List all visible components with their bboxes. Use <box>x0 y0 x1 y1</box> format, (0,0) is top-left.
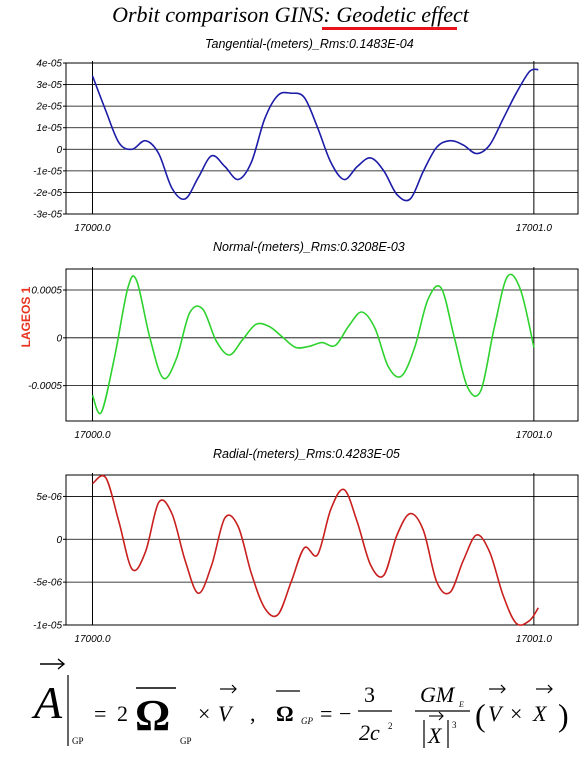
formula-sub-gp-2: GP <box>180 736 192 746</box>
y-tick-label-tangential-3: 1e-05 <box>36 123 62 134</box>
y-tick-label-radial-2: -5e-06 <box>33 578 62 589</box>
x-tick-label-radial-0: 17000.0 <box>74 634 111 645</box>
y-tick-label-tangential-4: 0 <box>56 145 62 156</box>
y-tick-label-radial-3: -1e-05 <box>33 621 62 632</box>
formula-rparen: ) <box>558 697 569 733</box>
series-line-tangential <box>91 68 539 202</box>
y-tick-label-radial-1: 0 <box>56 535 62 546</box>
title-underline <box>322 27 457 30</box>
formula-sub-gp-3: GP <box>301 716 313 726</box>
page-title-prefix: Orbit comparison GINS: <box>112 2 337 27</box>
chart-normal: 0.0005 0 -0.0005 17000.0 17001.0 <box>28 267 579 441</box>
y-tick-label-normal-0: 0.0005 <box>31 286 62 297</box>
plot-frame-radial <box>65 474 579 626</box>
y-tick-label-tangential-1: 3e-05 <box>36 80 62 91</box>
series-line-radial <box>92 474 539 626</box>
y-tick-label-radial-0: 5e-06 <box>36 492 62 503</box>
formula-minus: − <box>339 701 351 726</box>
formula-omega-2: Ω <box>276 701 294 726</box>
formula-v-1: V <box>218 701 234 726</box>
formula-gm: GM <box>420 682 456 707</box>
formula-v-2: V <box>488 701 504 726</box>
x-tick-label-tangential-0: 17000.0 <box>74 223 111 234</box>
formula-omega: Ω <box>135 691 170 740</box>
y-tick-label-tangential-7: -3e-05 <box>33 210 62 221</box>
formula-two-c: 2c <box>359 720 380 745</box>
formula-times-1: × <box>198 701 210 726</box>
x-tick-label-radial-1: 17001.0 <box>516 634 553 645</box>
formula-sub-e: E <box>458 700 464 709</box>
formula-c-exp: 2 <box>388 721 393 731</box>
formula-eq-1: = <box>94 701 106 726</box>
chart-title-normal: Normal-(meters)_Rms:0.3208E-03 <box>213 240 405 254</box>
formula-lparen: ( <box>475 697 486 733</box>
formula-three: 3 <box>364 682 375 707</box>
chart-title-tangential: Tangential-(meters)_Rms:0.1483E-04 <box>205 37 414 51</box>
formula-sub-gp-1: GP <box>72 736 84 746</box>
y-tick-label-normal-1: 0 <box>56 333 62 344</box>
charts-canvas: 4e-05 3e-05 2e-05 1e-05 0 -1e-05 -2e-05 -3e-05 1… <box>28 59 579 645</box>
formula-x-denom: X <box>427 723 443 748</box>
y-tick-label-normal-2: -0.0005 <box>28 381 62 392</box>
formula-comma: , <box>250 701 256 726</box>
x-tick-label-tangential-1: 17001.0 <box>516 223 553 234</box>
series-line-normal <box>91 273 535 415</box>
y-tick-label-tangential-2: 2e-05 <box>35 102 62 113</box>
formula-two: 2 <box>117 701 128 726</box>
chart-tangential: 4e-05 3e-05 2e-05 1e-05 0 -1e-05 -2e-05 -3e-05 1… <box>33 59 579 234</box>
page-title: Orbit comparison GINS: Geodetic effect <box>0 2 581 28</box>
formula-a: A <box>31 677 63 728</box>
chart-title-radial: Radial-(meters)_Rms:0.4283E-05 <box>213 447 400 461</box>
x-tick-label-normal-1: 17001.0 <box>516 430 553 441</box>
plot-frame-normal <box>65 268 579 422</box>
y-tick-label-tangential-5: -1e-05 <box>33 166 62 177</box>
y-tick-label-tangential-0: 4e-05 <box>36 59 62 70</box>
page-title-highlight: Geodetic effect <box>336 2 469 27</box>
y-tick-label-tangential-6: -2e-05 <box>33 188 62 199</box>
formula-times-2: × <box>510 701 522 726</box>
formula-x-2: X <box>532 701 548 726</box>
formula-eq-2: = <box>320 701 332 726</box>
geodetic-effect-formula: A GP = 2 Ω GP × V , Ω GP = − 3 2c 2 GM E… <box>31 658 569 748</box>
x-tick-label-normal-0: 17000.0 <box>74 430 111 441</box>
formula-x-exp: 3 <box>452 720 457 730</box>
chart-radial: 5e-06 0 -5e-06 -1e-05 17000.0 17001.0 <box>33 473 579 645</box>
